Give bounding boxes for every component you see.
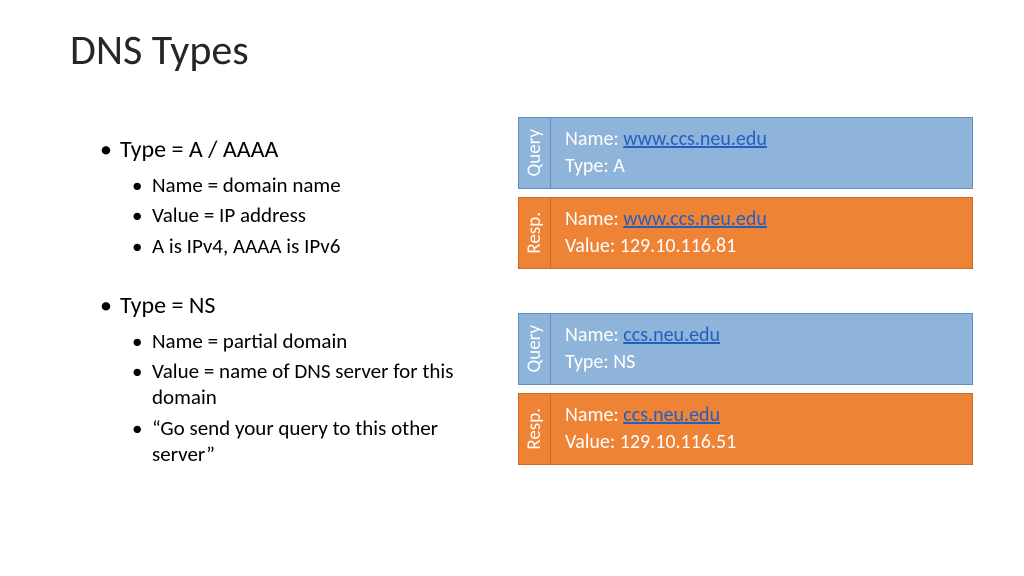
resp-line2-0: Value: 129.10.116.81 (565, 233, 958, 260)
query-link-0[interactable]: www.ccs.neu.edu (623, 127, 767, 151)
type-a-sub-0: Name = domain name (100, 172, 460, 198)
resp-name-prefix-1: Name: (565, 403, 623, 427)
type-ns-sub-1: Value = name of DNS server for this doma… (100, 358, 460, 411)
resp-link-0[interactable]: www.ccs.neu.edu (623, 207, 767, 231)
resp-name-prefix-0: Name: (565, 207, 623, 231)
resp-side-label-0: Resp. (519, 198, 551, 268)
type-ns-sub-0: Name = partial domain (100, 328, 460, 354)
resp-line2-1: Value: 129.10.116.51 (565, 429, 958, 456)
type-ns-sub-2: “Go send your query to this other server… (100, 415, 460, 468)
query-label-0: Query (523, 129, 546, 177)
query-side-label-0: Query (519, 118, 551, 188)
type-a-heading: Type = A / AAAA (100, 135, 460, 164)
type-ns-heading: Type = NS (100, 291, 460, 320)
resp-body-1: Name: ccs.neu.edu Value: 129.10.116.51 (551, 394, 972, 464)
query-line2-0: Type: A (565, 153, 958, 180)
type-a-sub-1: Value = IP address (100, 202, 460, 228)
resp-link-1[interactable]: ccs.neu.edu (623, 403, 720, 427)
type-a-sub-2: A is IPv4, AAAA is IPv6 (100, 233, 460, 259)
resp-side-label-1: Resp. (519, 394, 551, 464)
left-column: Type = A / AAAA Name = domain name Value… (100, 135, 460, 471)
query-label-1: Query (523, 325, 546, 373)
query-name-prefix-0: Name: (565, 127, 623, 151)
query-body-1: Name: ccs.neu.edu Type: NS (551, 314, 972, 384)
resp-block-1: Resp. Name: ccs.neu.edu Value: 129.10.11… (518, 393, 973, 465)
resp-body-0: Name: www.ccs.neu.edu Value: 129.10.116.… (551, 198, 972, 268)
resp-label-0: Resp. (523, 212, 546, 254)
resp-label-1: Resp. (523, 408, 546, 450)
query-link-1[interactable]: ccs.neu.edu (623, 323, 720, 347)
slide-title: DNS Types (70, 25, 249, 76)
query-block-0: Query Name: www.ccs.neu.edu Type: A (518, 117, 973, 189)
query-block-1: Query Name: ccs.neu.edu Type: NS (518, 313, 973, 385)
query-body-0: Name: www.ccs.neu.edu Type: A (551, 118, 972, 188)
query-side-label-1: Query (519, 314, 551, 384)
right-column: Query Name: www.ccs.neu.edu Type: A Resp… (518, 117, 973, 473)
resp-block-0: Resp. Name: www.ccs.neu.edu Value: 129.1… (518, 197, 973, 269)
query-line2-1: Type: NS (565, 349, 958, 376)
query-name-prefix-1: Name: (565, 323, 623, 347)
